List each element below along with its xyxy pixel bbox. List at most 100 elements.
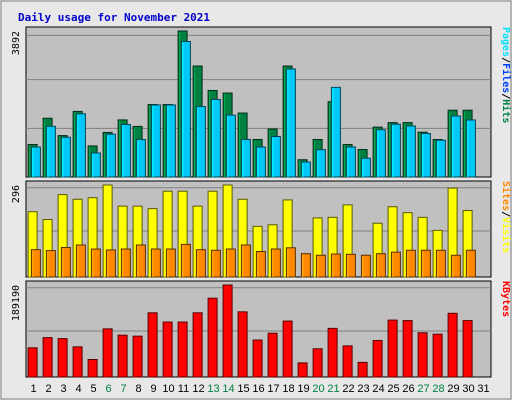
day-label: 1 — [30, 383, 36, 395]
bar-files-28 — [435, 139, 446, 178]
bar-kbytes-17 — [267, 332, 278, 378]
panel-visits-sites: 296 Sites/Visits — [11, 180, 512, 278]
bar-sites-19 — [300, 253, 311, 278]
bar-sites-22 — [345, 253, 356, 278]
day-label: 7 — [120, 383, 126, 395]
bar-kbytes-20 — [312, 348, 323, 378]
day-label: 3 — [60, 383, 66, 395]
legend-entry: / — [500, 57, 511, 63]
bar-files-11 — [180, 41, 191, 178]
bar-kbytes-14 — [222, 284, 233, 378]
legend-entry: / — [500, 93, 511, 99]
bar-kbytes-13 — [207, 297, 218, 378]
day-label: 24 — [372, 383, 384, 395]
panel-kbytes: 189190 KBytes — [11, 280, 511, 378]
bar-files-29 — [450, 115, 461, 178]
bar-sites-24 — [375, 253, 386, 278]
bar-kbytes-11 — [177, 321, 188, 378]
day-label: 13 — [207, 383, 219, 395]
legend-entry: / — [500, 211, 511, 217]
day-label: 14 — [222, 383, 234, 395]
bar-sites-20 — [315, 254, 326, 278]
legend-entry: Visits — [500, 217, 512, 253]
bar-files-2 — [45, 125, 56, 178]
bar-sites-28 — [435, 249, 446, 278]
bar-files-1 — [30, 146, 41, 178]
bar-sites-4 — [75, 244, 86, 278]
bar-kbytes-16 — [252, 339, 263, 378]
legend-entry: Hits — [500, 99, 512, 123]
bar-files-21 — [330, 86, 341, 178]
day-label: 22 — [342, 383, 354, 395]
bar-kbytes-3 — [57, 338, 68, 378]
legend-entry: Files — [500, 63, 512, 93]
bar-sites-9 — [150, 248, 161, 278]
legend-entry: Sites — [500, 181, 512, 211]
bar-sites-10 — [165, 248, 176, 278]
bar-sites-14 — [225, 248, 236, 278]
bar-sites-13 — [210, 249, 221, 278]
day-label: 12 — [192, 383, 204, 395]
bar-kbytes-25 — [387, 319, 398, 378]
bar-sites-27 — [420, 249, 431, 278]
day-label: 25 — [387, 383, 399, 395]
bar-files-10 — [165, 104, 176, 178]
bar-kbytes-10 — [162, 321, 173, 378]
bar-kbytes-27 — [417, 332, 428, 378]
bar-files-24 — [375, 129, 386, 178]
bar-kbytes-12 — [192, 312, 203, 378]
bar-kbytes-8 — [132, 335, 143, 378]
bar-sites-11 — [180, 243, 191, 278]
bar-files-27 — [420, 132, 431, 178]
bar-sites-12 — [195, 249, 206, 278]
bar-sites-30 — [465, 249, 476, 278]
bar-sites-21 — [330, 253, 341, 278]
bar-sites-29 — [450, 254, 461, 278]
bar-sites-3 — [60, 246, 71, 278]
bar-kbytes-26 — [402, 320, 413, 378]
bar-files-12 — [195, 105, 206, 178]
panel-scale-label: 296 — [11, 185, 22, 203]
bar-sites-25 — [390, 251, 401, 278]
bar-files-7 — [120, 123, 131, 178]
day-label: 11 — [178, 383, 189, 395]
day-label: 27 — [417, 383, 429, 395]
day-label: 9 — [150, 383, 156, 395]
day-label: 8 — [135, 383, 141, 395]
bar-sites-23 — [360, 254, 371, 278]
day-label: 29 — [447, 383, 459, 395]
bar-kbytes-18 — [282, 320, 293, 378]
bar-files-3 — [60, 136, 71, 178]
panel-legend: Pages/Files/Hits — [500, 27, 512, 123]
bar-kbytes-6 — [102, 328, 113, 378]
day-label: 17 — [267, 383, 279, 395]
bar-sites-1 — [30, 249, 41, 278]
bar-files-13 — [210, 98, 221, 178]
bar-files-15 — [240, 138, 251, 178]
bar-files-17 — [270, 135, 281, 178]
day-label: 23 — [357, 383, 369, 395]
day-label: 26 — [402, 383, 414, 395]
bar-kbytes-1 — [27, 347, 38, 378]
day-label: 31 — [477, 383, 489, 395]
day-label: 4 — [75, 383, 81, 395]
series-kbytes — [27, 284, 473, 378]
bar-files-30 — [465, 119, 476, 178]
bar-kbytes-15 — [237, 311, 248, 378]
bar-sites-5 — [90, 248, 101, 278]
bar-kbytes-21 — [327, 327, 338, 378]
bar-sites-17 — [270, 248, 281, 278]
bar-files-8 — [135, 138, 146, 178]
day-label: 5 — [90, 383, 96, 395]
bar-files-18 — [285, 68, 296, 178]
bar-kbytes-5 — [87, 358, 98, 378]
bar-kbytes-24 — [372, 340, 383, 378]
x-axis-day-labels: 1 2 3 4 5 6 7 8 9 10 11 12 13 14 15 16 17 18 19 20 21 22 23 24 2… — [30, 383, 489, 395]
bar-files-23 — [360, 157, 371, 178]
legend-entry: KBytes — [500, 281, 511, 317]
bar-files-22 — [345, 146, 356, 178]
day-label: 21 — [327, 383, 339, 395]
bar-kbytes-19 — [297, 362, 308, 378]
